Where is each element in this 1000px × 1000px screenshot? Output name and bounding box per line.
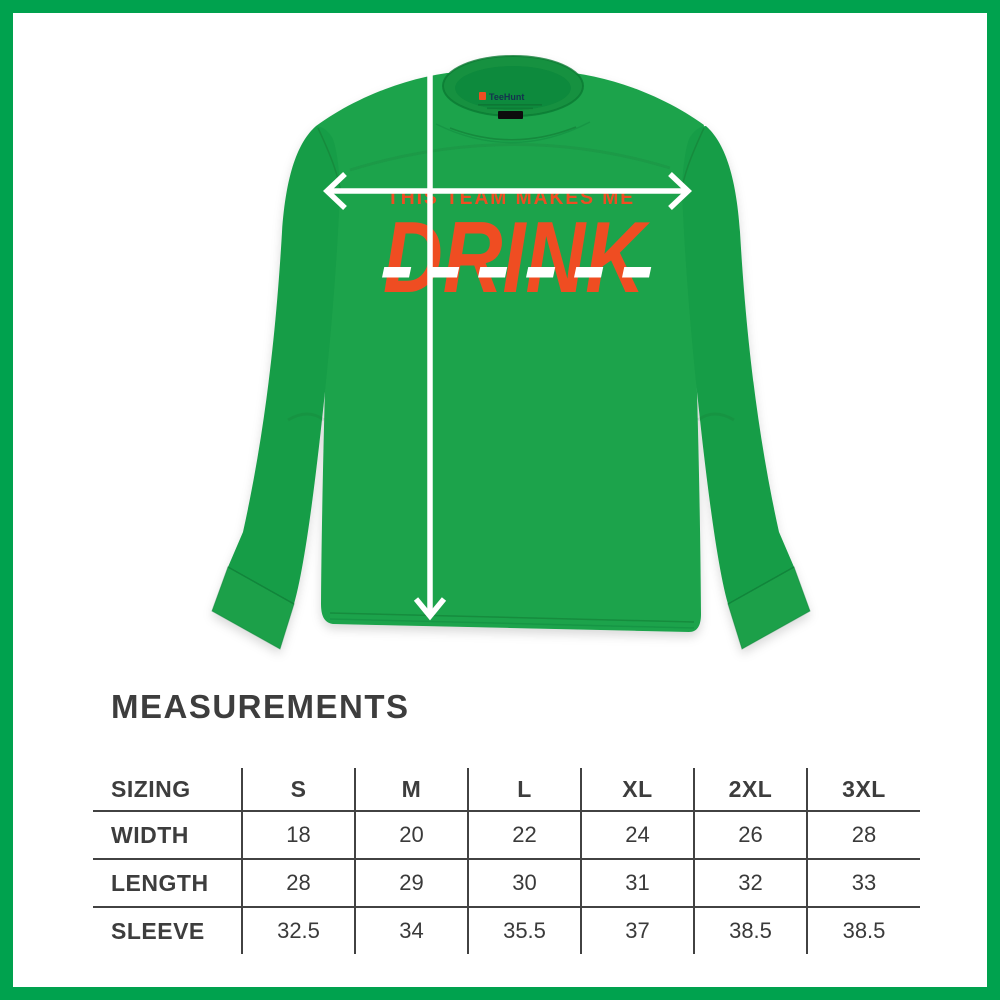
value-cell: 26 bbox=[693, 811, 807, 860]
value-cell: 18 bbox=[241, 811, 355, 860]
value-cell: 28 bbox=[806, 811, 920, 860]
collar-opening bbox=[455, 66, 571, 110]
header-sizing: SIZING bbox=[93, 768, 242, 812]
value-cell: 22 bbox=[467, 811, 581, 860]
value-cell: 38.5 bbox=[806, 907, 920, 954]
value-cell: 28 bbox=[241, 859, 355, 908]
measurement-arrows bbox=[322, 45, 693, 621]
header-size-2xl: 2XL bbox=[693, 768, 807, 812]
shirt-flat-lay: TeeHunt THIS TEAM MAKES ME DRINK bbox=[211, 55, 811, 650]
row-label-width: WIDTH bbox=[93, 811, 242, 860]
shirt-mockup: TeeHunt THIS TEAM MAKES ME DRINK bbox=[211, 45, 811, 650]
header-size-3xl: 3XL bbox=[806, 768, 920, 812]
value-cell: 35.5 bbox=[467, 907, 581, 954]
measurements-table: SIZING S M L XL 2XL 3XL WIDTH 18 20 22 2… bbox=[93, 768, 920, 954]
width-arrow-icon bbox=[322, 172, 693, 210]
header-size-m: M bbox=[354, 768, 468, 812]
row-label-sleeve: SLEEVE bbox=[111, 917, 205, 944]
fabric-folds bbox=[287, 143, 735, 422]
value-cell: 34 bbox=[354, 907, 468, 954]
label-text-line bbox=[478, 104, 542, 106]
chest-print: THIS TEAM MAKES ME DRINK bbox=[382, 187, 652, 314]
brand-logo-icon bbox=[479, 92, 486, 100]
value-cell: 29 bbox=[354, 859, 468, 908]
section-title: MEASUREMENTS bbox=[111, 688, 410, 725]
table-row-sleeve: SLEEVE 32.5 34 35.5 37 38.5 38.5 bbox=[93, 907, 920, 954]
speed-dashes bbox=[382, 267, 652, 278]
length-arrow-icon bbox=[413, 45, 447, 621]
shirt-right-sleeve bbox=[682, 126, 794, 604]
header-size-xl: XL bbox=[580, 768, 694, 812]
value-cell: 30 bbox=[467, 859, 581, 908]
header-size-s: S bbox=[241, 768, 355, 812]
value-cell: 37 bbox=[580, 907, 694, 954]
value-cell: 32.5 bbox=[241, 907, 355, 954]
value-cell: 20 bbox=[354, 811, 468, 860]
row-label-length: LENGTH bbox=[93, 859, 242, 908]
value-cell: 33 bbox=[806, 859, 920, 908]
value-cell: 32 bbox=[693, 859, 807, 908]
value-cell: 31 bbox=[580, 859, 694, 908]
shirt-body bbox=[316, 73, 704, 632]
table-row-length: LENGTH 28 29 30 31 32 33 bbox=[93, 859, 920, 908]
brand-name: TeeHunt bbox=[489, 92, 524, 102]
neck-label: TeeHunt bbox=[478, 92, 542, 119]
shirt-left-sleeve bbox=[228, 126, 340, 604]
print-line2: DRINK bbox=[383, 202, 651, 314]
table-row-width: WIDTH 18 20 22 24 26 28 bbox=[93, 811, 920, 860]
value-cell: 38.5 bbox=[693, 907, 807, 954]
value-cell: 24 bbox=[580, 811, 694, 860]
label-text-line bbox=[487, 107, 533, 110]
size-tag bbox=[498, 111, 523, 119]
header-size-l: L bbox=[467, 768, 581, 812]
table-header-row: SIZING S M L XL 2XL 3XL bbox=[93, 768, 920, 812]
